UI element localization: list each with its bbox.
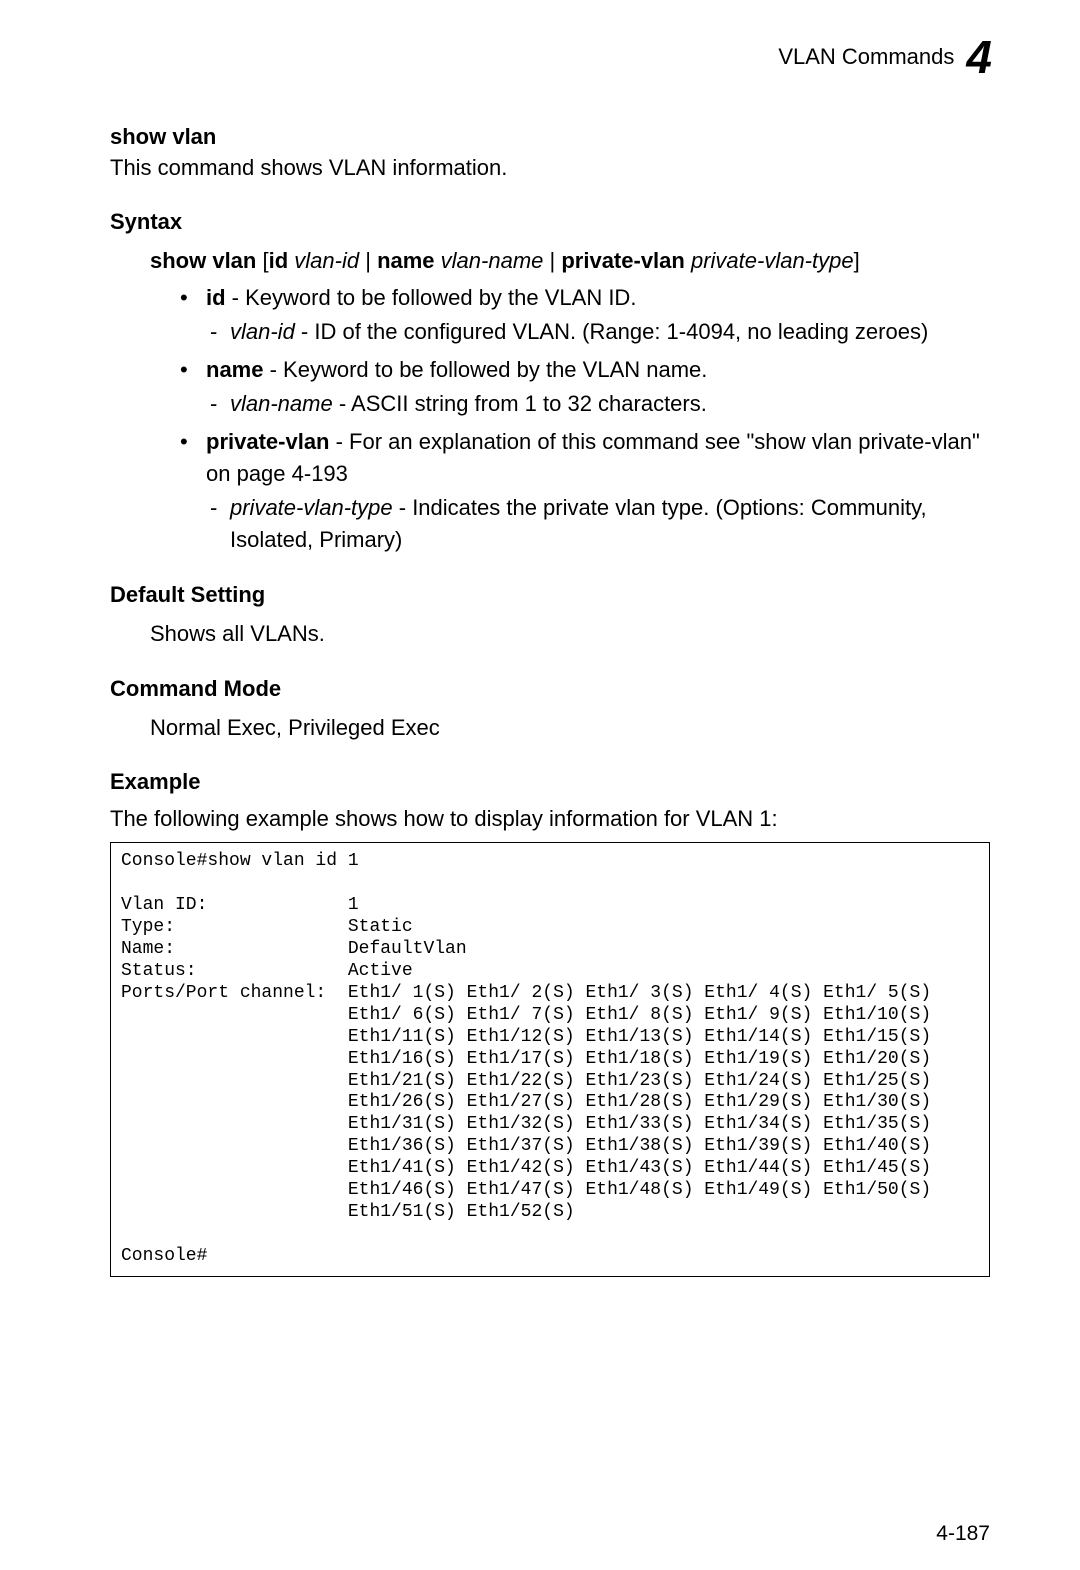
bullet-text: - Keyword to be followed by the VLAN nam… [263, 357, 707, 382]
bullet-kw: id [206, 285, 226, 310]
sub-kw: vlan-name [230, 391, 333, 416]
command-mode-text: Normal Exec, Privileged Exec [110, 712, 990, 744]
syntax-bullet-pvlan: • private-vlan - For an explanation of t… [110, 426, 990, 490]
example-code-block: Console#show vlan id 1 Vlan ID: 1 Type: … [110, 842, 990, 1277]
syntax-sub-vlanid: - vlan-id - ID of the configured VLAN. (… [110, 316, 990, 348]
chapter-number: 4 [966, 30, 990, 84]
bullet-content: id - Keyword to be followed by the VLAN … [206, 282, 636, 314]
sub-text: - ASCII string from 1 to 32 characters. [333, 391, 707, 416]
syntax-pipe2: | [543, 248, 561, 273]
command-description: This command shows VLAN information. [110, 154, 990, 183]
syntax-bullet-id: • id - Keyword to be followed by the VLA… [110, 282, 990, 314]
bullet-text: - Keyword to be followed by the VLAN ID. [226, 285, 637, 310]
syntax-vlanid: vlan-id [294, 248, 359, 273]
bullet-icon: • [180, 426, 206, 490]
syntax-id-kw: id [269, 248, 289, 273]
example-heading: Example [110, 769, 990, 795]
sub-kw: vlan-id [230, 319, 295, 344]
header-title: VLAN Commands [778, 44, 954, 70]
syntax-heading: Syntax [110, 209, 990, 235]
dash-icon: - [210, 316, 230, 348]
sub-content: vlan-id - ID of the configured VLAN. (Ra… [230, 316, 928, 348]
dash-icon: - [210, 388, 230, 420]
sub-kw: private-vlan-type [230, 495, 393, 520]
syntax-pvlantype: private-vlan-type [691, 248, 854, 273]
sub-text: - ID of the configured VLAN. (Range: 1-4… [295, 319, 928, 344]
syntax-sub-vlanname: - vlan-name - ASCII string from 1 to 32 … [110, 388, 990, 420]
page-header: VLAN Commands 4 [110, 30, 990, 84]
page: VLAN Commands 4 show vlan This command s… [0, 0, 1080, 1570]
bullet-icon: • [180, 282, 206, 314]
syntax-sub-pvlantype: - private-vlan-type - Indicates the priv… [110, 492, 990, 556]
syntax-pipe1: | [359, 248, 377, 273]
bullet-content: private-vlan - For an explanation of thi… [206, 426, 990, 490]
default-setting-heading: Default Setting [110, 582, 990, 608]
sub-content: private-vlan-type - Indicates the privat… [230, 492, 990, 556]
command-mode-heading: Command Mode [110, 676, 990, 702]
syntax-cmd: show vlan [150, 248, 256, 273]
syntax-line: show vlan [id vlan-id | name vlan-name |… [110, 245, 990, 277]
page-number: 4-187 [936, 1522, 990, 1546]
syntax-vlanname: vlan-name [441, 248, 544, 273]
sub-content: vlan-name - ASCII string from 1 to 32 ch… [230, 388, 707, 420]
bullet-content: name - Keyword to be followed by the VLA… [206, 354, 707, 386]
syntax-close: ] [854, 248, 860, 273]
dash-icon: - [210, 492, 230, 556]
bullet-icon: • [180, 354, 206, 386]
syntax-bullet-name: • name - Keyword to be followed by the V… [110, 354, 990, 386]
bullet-kw: private-vlan [206, 429, 330, 454]
command-title: show vlan [110, 124, 990, 150]
default-setting-text: Shows all VLANs. [110, 618, 990, 650]
syntax-pvlan-kw: private-vlan [561, 248, 685, 273]
syntax-name-kw: name [377, 248, 434, 273]
example-intro: The following example shows how to displ… [110, 805, 990, 834]
bullet-kw: name [206, 357, 263, 382]
